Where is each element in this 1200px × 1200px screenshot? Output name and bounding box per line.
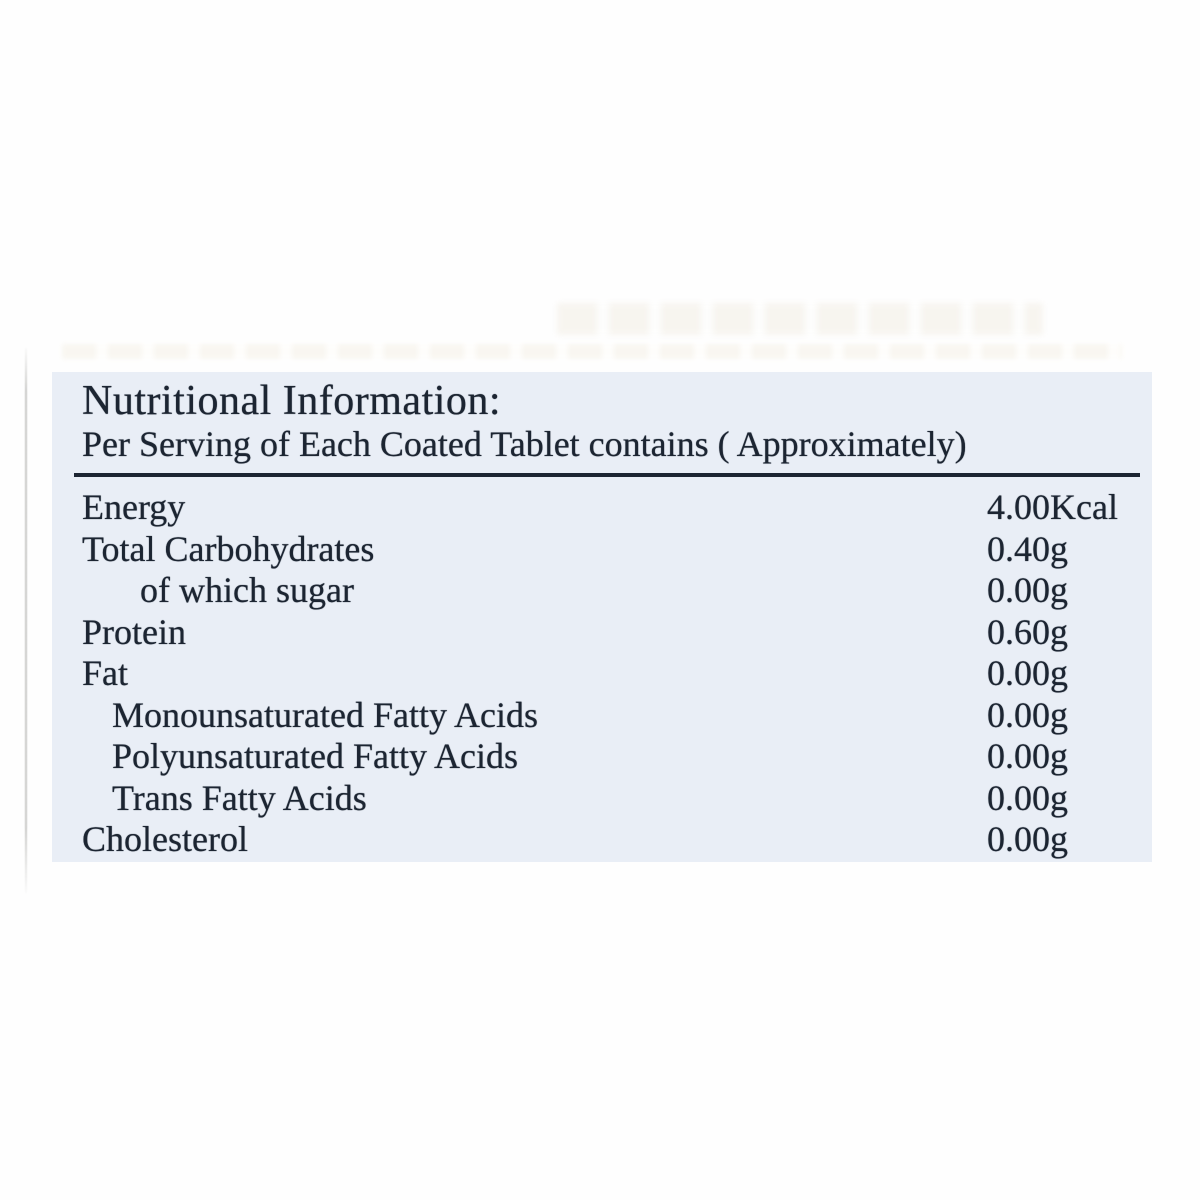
nutrient-value: 0.00g xyxy=(987,777,1068,818)
header-divider xyxy=(74,473,1140,477)
table-row: of which sugar 0.00g xyxy=(82,570,1152,612)
panel-subtitle: Per Serving of Each Coated Tablet contai… xyxy=(82,424,967,464)
panel-title: Nutritional Information: xyxy=(82,378,502,424)
nutrient-label: Protein xyxy=(82,611,186,652)
table-row: Polyunsaturated Fatty Acids 0.00g xyxy=(82,736,1152,778)
nutrient-label: Total Carbohydrates xyxy=(82,528,375,569)
nutrient-value: 0.40g xyxy=(987,528,1068,569)
nutrient-value: 0.60g xyxy=(987,611,1068,652)
table-row: Total Carbohydrates 0.40g xyxy=(82,529,1152,571)
nutrient-value: 0.00g xyxy=(987,819,1068,859)
nutrient-label: Energy xyxy=(82,487,186,527)
nutrient-label: Fat xyxy=(82,653,129,693)
nutrition-table: Energy 4.00Kcal Total Carbohydrates 0.40g of… xyxy=(82,487,1152,861)
package-fold-line xyxy=(25,348,27,893)
table-row: Fat 0.00g xyxy=(82,653,1152,695)
nutrition-panel: Nutritional Information: Per Serving of … xyxy=(52,372,1152,862)
nutrient-label: Polyunsaturated Fatty Acids xyxy=(112,736,518,776)
table-row: Trans Fatty Acids 0.00g xyxy=(82,778,1152,820)
table-row: Energy 4.00Kcal xyxy=(82,487,1152,529)
nutrient-label: Trans Fatty Acids xyxy=(112,777,367,818)
nutrient-label: Monounsaturated Fatty Acids xyxy=(112,694,538,735)
faded-print-artifact xyxy=(557,303,1043,335)
nutrient-value: 0.00g xyxy=(987,653,1068,693)
nutrient-label: of which sugar xyxy=(140,570,354,610)
table-row: Monounsaturated Fatty Acids 0.00g xyxy=(82,695,1152,737)
nutrient-value: 4.00Kcal xyxy=(987,487,1118,527)
nutrient-value: 0.00g xyxy=(987,570,1068,610)
nutrient-value: 0.00g xyxy=(987,736,1068,776)
table-row: Protein 0.60g xyxy=(82,612,1152,654)
nutrient-label: Cholesterol xyxy=(82,819,248,859)
nutrient-value: 0.00g xyxy=(987,694,1068,735)
table-row: Cholesterol 0.00g xyxy=(82,819,1152,861)
faded-print-smear xyxy=(62,344,1122,359)
